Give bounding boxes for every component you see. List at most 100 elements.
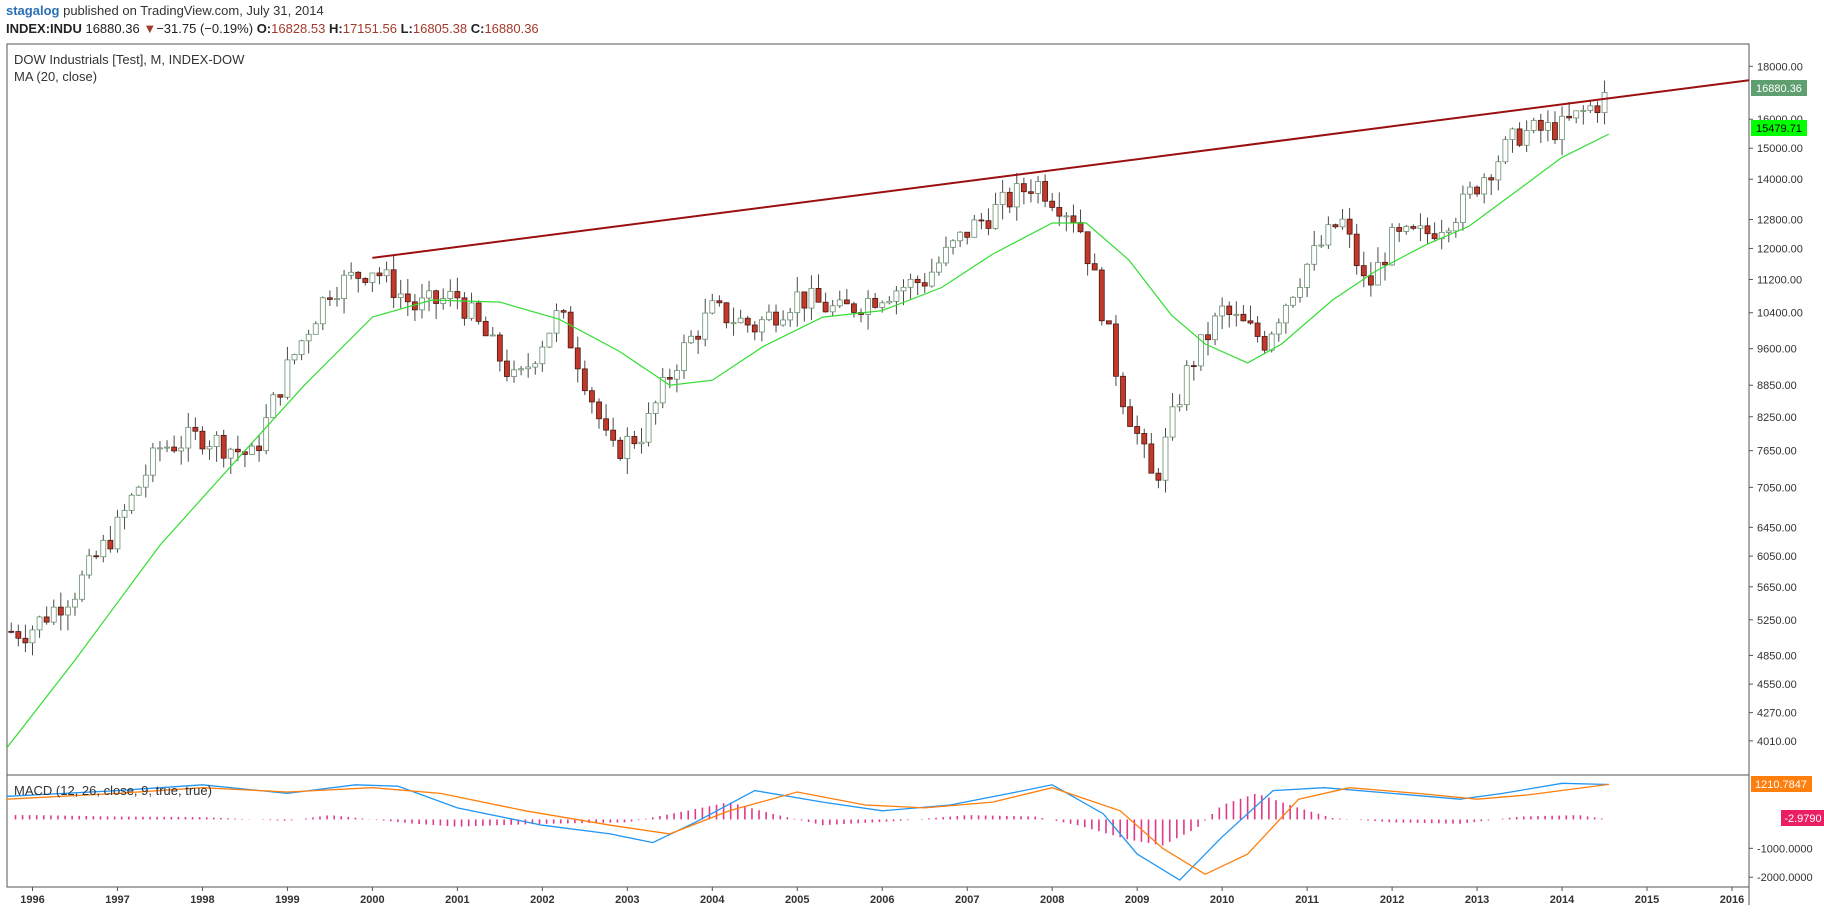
price-tick-label: 7050.00	[1757, 482, 1797, 494]
candle-up	[1198, 334, 1204, 367]
publish-info: published on TradingView.com, July 31, 2…	[63, 3, 324, 18]
legend-macd[interactable]: MACD (12, 26, close, 9, true, true)	[14, 783, 212, 798]
candle-up	[1375, 261, 1381, 286]
candle-up	[865, 298, 871, 315]
candle-up	[1233, 313, 1240, 316]
candle-up	[1013, 183, 1020, 208]
time-tick-label: 2009	[1125, 894, 1149, 906]
main-pane[interactable]	[6, 43, 1750, 776]
candle-down	[15, 631, 22, 639]
candle-up	[29, 629, 36, 644]
candle-down	[985, 220, 992, 229]
candle-up	[1297, 287, 1303, 298]
candle-up	[1311, 245, 1318, 265]
legend-main[interactable]: DOW Industrials [Test], M, INDEX-DOW	[14, 52, 245, 67]
candle-up	[341, 274, 347, 300]
candle-up	[546, 332, 553, 348]
macd-tick-label: -2000.0000	[1757, 872, 1813, 884]
candle-up	[1290, 296, 1296, 306]
candle-down	[220, 434, 227, 459]
candle-up	[142, 474, 149, 488]
candle-up	[787, 312, 794, 321]
candle-up	[900, 286, 907, 292]
price-tick-label: 6050.00	[1757, 551, 1797, 563]
candle-down	[390, 269, 397, 298]
candle-down	[801, 291, 808, 309]
legend-ma[interactable]: MA (20, close)	[14, 69, 97, 84]
candle-down	[1205, 334, 1211, 341]
candle-down	[475, 302, 482, 322]
candle-down	[1042, 181, 1049, 202]
open-value: 16828.53	[271, 21, 326, 36]
candle-up	[1417, 225, 1424, 229]
signal-line	[6, 783, 1609, 876]
price-tick-label: 18000.00	[1757, 61, 1803, 73]
author-link[interactable]: stagalog	[6, 3, 60, 18]
candle-up	[525, 366, 532, 370]
price-tick-label: 12000.00	[1757, 243, 1803, 255]
macd-series	[6, 782, 1610, 881]
candle-up	[489, 334, 496, 337]
price-tick-label: 4850.00	[1757, 650, 1797, 662]
candle-down	[43, 616, 50, 623]
last-price-badge-text: 16880.36	[1756, 83, 1802, 95]
time-tick-label: 2001	[445, 894, 469, 906]
candle-down	[695, 335, 702, 340]
candle-down	[1516, 128, 1523, 146]
candle-down	[581, 368, 588, 392]
candle-up	[1559, 115, 1565, 141]
candle-down	[872, 298, 879, 308]
symbol-label: INDEX:INDU	[6, 21, 82, 36]
candle-down	[496, 334, 503, 362]
time-tick-label: 1997	[105, 894, 129, 906]
candle-up	[135, 486, 142, 496]
price-tick-label: 12800.00	[1757, 214, 1803, 226]
candle-down	[461, 297, 468, 319]
candle-up	[1183, 365, 1190, 406]
candle-up	[79, 574, 85, 600]
candle-up	[702, 312, 709, 340]
candle-up	[319, 297, 326, 325]
candle-down	[617, 439, 624, 459]
candle-up	[730, 322, 737, 325]
time-tick-label: 2000	[360, 894, 384, 906]
candle-down	[589, 390, 595, 403]
candle-up	[1445, 230, 1452, 233]
candle-up	[794, 291, 801, 314]
time-tick-label: 2002	[530, 894, 554, 906]
candle-down	[1006, 191, 1013, 208]
candle-up	[1460, 193, 1466, 223]
candle-down	[1077, 222, 1084, 233]
candle-down	[851, 303, 857, 313]
time-tick-label: 2007	[955, 894, 979, 906]
price-tick-label: 10400.00	[1757, 308, 1803, 320]
candle-up	[64, 606, 71, 616]
candle-up	[426, 290, 432, 299]
candle-down	[978, 219, 985, 222]
candle-down	[1084, 231, 1091, 265]
trend-line[interactable]	[372, 79, 1750, 259]
candle-up	[1035, 181, 1041, 194]
candle-up	[36, 616, 43, 631]
candle-down	[567, 311, 574, 349]
candle-up	[1481, 177, 1488, 195]
candle-up	[532, 363, 539, 368]
close-value: 16880.36	[484, 21, 539, 36]
candle-up	[681, 342, 687, 371]
candle-up	[553, 310, 560, 334]
candle-up	[468, 302, 475, 319]
candle-up	[1523, 129, 1530, 146]
candle-down	[1240, 313, 1247, 322]
candle-down	[1134, 426, 1141, 434]
candle-up	[1176, 404, 1183, 408]
candle-up	[270, 394, 277, 419]
candle-down	[1020, 183, 1027, 193]
candle-up	[1403, 226, 1410, 232]
low-value: 16805.38	[412, 21, 468, 36]
candle-up	[1304, 263, 1311, 288]
candle-down	[964, 231, 971, 238]
last-price: 16880.36	[85, 21, 140, 36]
candle-up	[298, 340, 305, 355]
hist-badge	[1781, 810, 1824, 826]
